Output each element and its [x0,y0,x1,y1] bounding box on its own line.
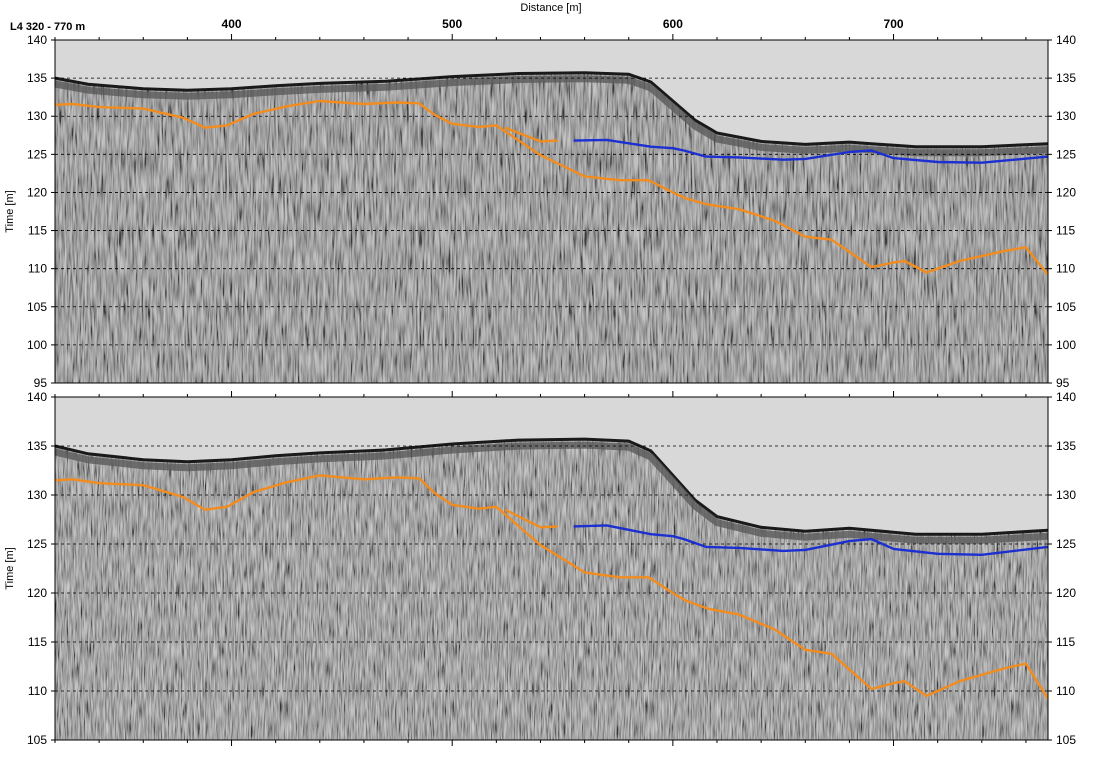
y-axis-title: Time [m] [4,190,16,232]
y-tick-label-right: 110 [1056,262,1075,276]
y-tick-label-right: 110 [1056,684,1075,698]
x-tick-label: 500 [442,17,462,31]
y-tick-label-right: 135 [1056,439,1076,453]
horizon-series-line [573,524,1048,556]
plot-frame [54,396,1049,741]
bottom-radargram-panel: 140 140 135 135 130 130 125 125 120 120 115 115 110 1… [4,390,1076,747]
y-tick-label-right: 105 [1056,733,1076,747]
air-region [55,40,1048,147]
plot-frame [54,39,1049,384]
y-tick-label: 125 [27,537,47,551]
y-tick-label-right: 130 [1056,488,1076,502]
y-tick-label: 120 [27,185,47,199]
y-tick-label-right: 115 [1056,224,1075,238]
y-tick-label: 105 [27,733,47,747]
line-title: L4 320 - 770 m [10,21,85,33]
plot-area [55,397,1048,740]
y-tick-label-right: 120 [1056,185,1076,199]
x-tick-label: 600 [663,17,683,31]
air-region [55,397,1048,535]
y-tick-label: 100 [27,338,47,352]
y-tick-label: 140 [27,33,47,47]
y-tick-label: 130 [27,488,47,502]
horizon-series-line [504,126,559,143]
x-tick-label: 400 [222,17,242,31]
y-tick-label-right: 125 [1056,537,1076,551]
plot-area [55,40,1048,383]
y-tick-label-right: 135 [1056,71,1076,85]
y-tick-label-right: 115 [1056,635,1075,649]
y-tick-label: 115 [28,635,47,649]
surface-reflection-band [55,75,1048,157]
horizon-series-line [55,474,1048,700]
y-axis-title: Time [m] [4,547,16,589]
horizon-series-line [55,99,1048,276]
y-tick-label: 140 [27,390,47,404]
horizon-series-line [573,138,1048,164]
top-radargram-panel: 140 140 135 135 130 130 125 125 120 120 115 115 110 1… [4,17,1076,390]
y-tick-label: 95 [34,376,48,390]
y-tick-label: 110 [28,684,47,698]
y-tick-label-right: 95 [1056,376,1070,390]
y-tick-label: 115 [28,224,47,238]
y-tick-label-right: 140 [1056,390,1076,404]
y-tick-label-right: 105 [1056,300,1076,314]
y-tick-label-right: 125 [1056,147,1076,161]
ground-surface-line [55,437,1048,536]
surface-reflection-band [55,441,1048,544]
y-tick-label: 135 [27,439,47,453]
y-tick-label-right: 130 [1056,109,1076,123]
y-tick-label: 130 [27,109,47,123]
ground-surface-line [55,71,1048,149]
y-tick-label: 105 [27,300,47,314]
y-tick-label: 135 [27,71,47,85]
y-tick-label: 125 [27,147,47,161]
x-axis-title: Distance [m] [520,2,581,14]
y-tick-label-right: 140 [1056,33,1076,47]
horizon-series-line [504,508,559,529]
x-tick-label: 700 [884,17,904,31]
y-tick-label: 110 [28,262,47,276]
y-tick-label-right: 120 [1056,586,1076,600]
y-tick-label-right: 100 [1056,338,1076,352]
y-tick-label: 120 [27,586,47,600]
